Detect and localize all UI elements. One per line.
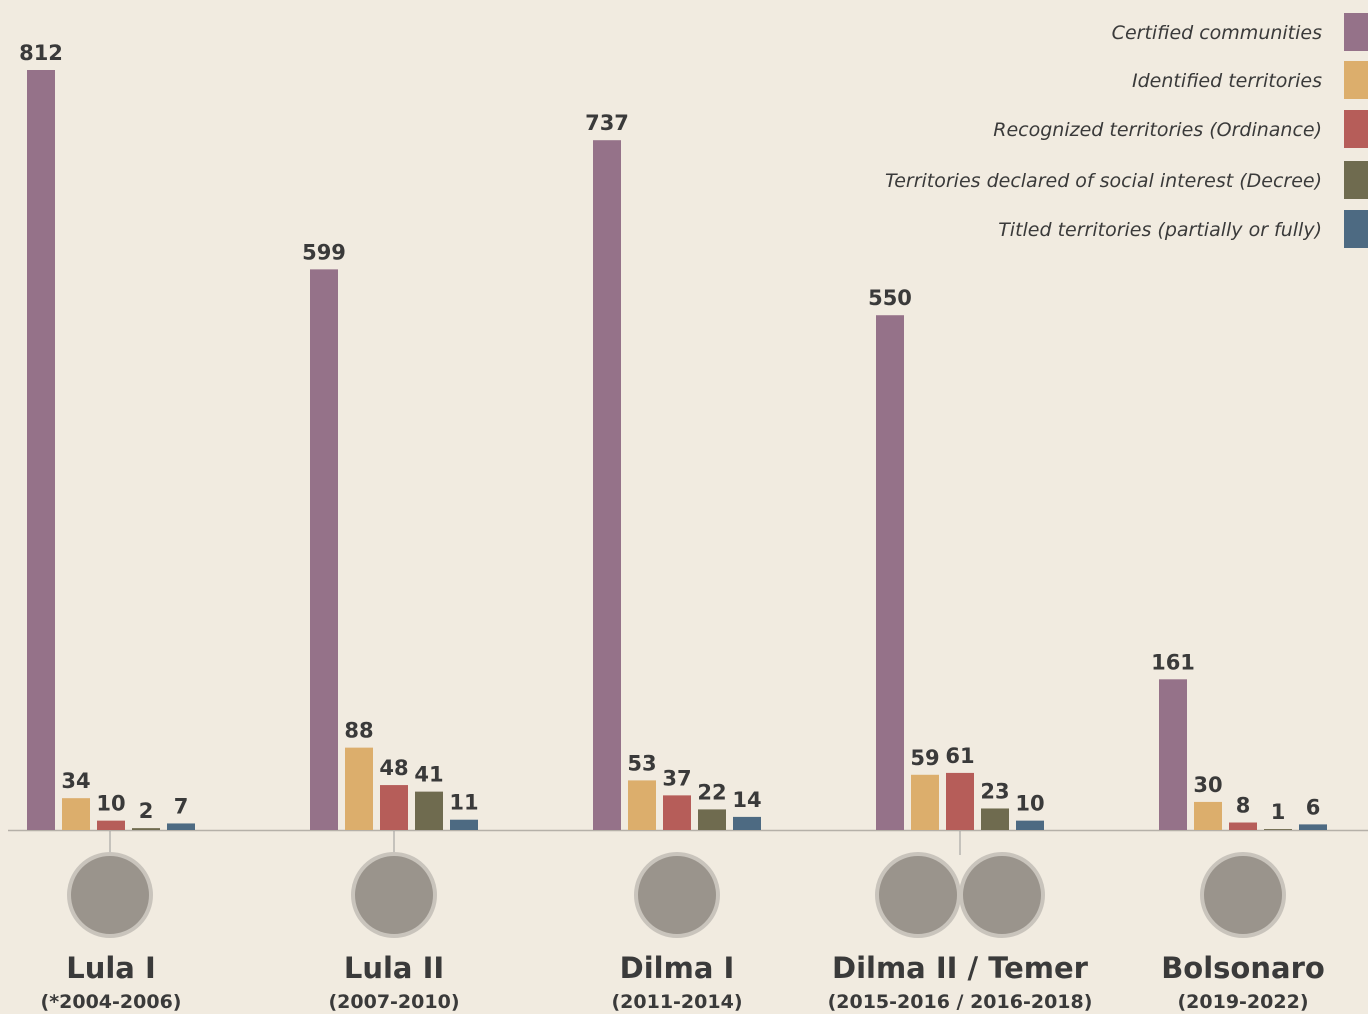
category-label: Bolsonaro (1161, 951, 1325, 985)
bar (415, 792, 443, 830)
value-label: 599 (302, 240, 346, 264)
bar (1229, 823, 1257, 830)
bar (380, 785, 408, 830)
value-label: 812 (19, 41, 63, 65)
bar (1264, 829, 1292, 830)
bar (698, 809, 726, 830)
value-label: 1 (1271, 800, 1286, 824)
legend-swatch (1344, 210, 1368, 248)
value-label: 10 (96, 792, 125, 816)
value-label: 2 (139, 799, 154, 823)
period-label: (2019-2022) (1177, 991, 1308, 1013)
bar (1159, 679, 1187, 830)
category-label: Dilma II / Temer (832, 951, 1089, 985)
bar (593, 140, 621, 830)
bar (911, 775, 939, 830)
value-label: 10 (1015, 792, 1044, 816)
value-label: 61 (945, 744, 974, 768)
value-label: 8 (1236, 794, 1251, 818)
category-label: Dilma I (620, 951, 735, 985)
value-label: 41 (414, 763, 443, 787)
bar (628, 780, 656, 830)
value-label: 23 (980, 779, 1009, 803)
value-label: 59 (910, 746, 939, 770)
value-label: 14 (732, 788, 761, 812)
legend-label: Recognized territories (Ordinance) (993, 119, 1322, 141)
legend-label: Identified territories (1132, 70, 1322, 92)
page: 812341027Lula I(*2004-2006)59988484111Lu… (0, 0, 1368, 1014)
legend-swatch (1344, 110, 1368, 148)
bar (876, 315, 904, 830)
bar (167, 823, 195, 830)
value-label: 88 (344, 719, 373, 743)
value-label: 7 (174, 794, 189, 818)
bar (946, 773, 974, 830)
bar (733, 817, 761, 830)
value-label: 48 (379, 756, 408, 780)
bar (1194, 802, 1222, 830)
period-label: (2007-2010) (328, 991, 459, 1013)
bar (663, 795, 691, 830)
value-label: 11 (449, 791, 478, 815)
bar (62, 798, 90, 830)
legend-label: Territories declared of social interest … (885, 170, 1322, 192)
period-label: (2015-2016 / 2016-2018) (828, 991, 1093, 1013)
bar (981, 808, 1009, 830)
value-label: 34 (61, 769, 90, 793)
bar (450, 820, 478, 830)
legend-swatch (1344, 13, 1368, 51)
bar (1016, 821, 1044, 830)
value-label: 37 (662, 766, 691, 790)
value-label: 550 (868, 286, 912, 310)
value-label: 22 (697, 780, 726, 804)
value-label: 6 (1306, 795, 1321, 819)
bar (345, 748, 373, 830)
value-label: 53 (627, 751, 656, 775)
category-label: Lula II (344, 951, 444, 985)
value-label: 161 (1151, 650, 1195, 674)
bar (97, 821, 125, 830)
value-label: 30 (1193, 773, 1222, 797)
bar (1299, 824, 1327, 830)
legend-label: Certified communities (1112, 22, 1322, 44)
legend-swatch (1344, 161, 1368, 199)
value-label: 737 (585, 111, 629, 135)
period-label: (2011-2014) (611, 991, 742, 1013)
bar (310, 269, 338, 830)
chart: 812341027Lula I(*2004-2006)59988484111Lu… (0, 0, 1368, 1014)
legend-swatch (1344, 61, 1368, 99)
bar (27, 70, 55, 830)
period-label: (*2004-2006) (41, 991, 182, 1013)
legend-label: Titled territories (partially or fully) (998, 219, 1322, 241)
bar (132, 828, 160, 830)
category-label: Lula I (66, 951, 156, 985)
